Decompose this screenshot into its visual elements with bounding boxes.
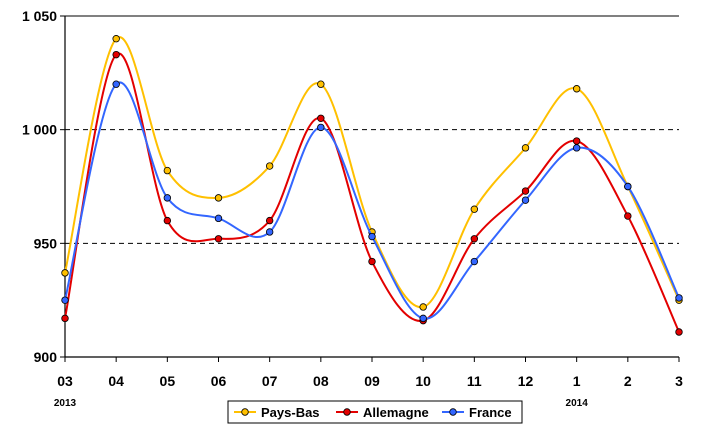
data-point: [112, 35, 120, 43]
y-tick-label: 900: [34, 349, 58, 365]
data-point: [675, 294, 683, 302]
data-point: [61, 314, 69, 323]
legend-entry: Allemagne: [336, 405, 429, 420]
data-point: [521, 187, 530, 195]
data-point: [317, 80, 325, 88]
y-tick-label: 1 050: [22, 8, 57, 24]
series-france: [61, 80, 683, 323]
series-line: [64, 36, 680, 308]
data-point: [317, 114, 325, 122]
x-tick-label: 07: [262, 373, 278, 389]
x-tick-label: 04: [108, 373, 124, 389]
data-point: [214, 214, 223, 223]
x-tick-label: 08: [313, 373, 329, 389]
legend-swatch-marker: [241, 408, 249, 416]
data-point: [572, 137, 581, 145]
data-point: [61, 296, 69, 304]
data-point: [214, 194, 223, 202]
data-point: [470, 205, 479, 213]
data-point: [265, 162, 274, 170]
legend-label: Pays-Bas: [261, 405, 320, 420]
legend-label: France: [469, 405, 512, 420]
y-tick-label: 1 000: [22, 122, 57, 138]
legend: Pays-Bas Allemagne France: [227, 400, 523, 424]
data-point: [214, 235, 223, 243]
data-point: [675, 328, 683, 336]
series-line: [64, 52, 680, 333]
data-point: [163, 216, 172, 225]
data-point: [112, 80, 120, 88]
x-tick-label: 05: [160, 373, 176, 389]
data-point: [317, 123, 325, 132]
data-point: [368, 232, 376, 241]
data-point: [368, 257, 376, 266]
x-tick-label: 2: [624, 373, 632, 389]
data-point: [572, 144, 581, 152]
data-point: [470, 235, 479, 243]
data-point: [265, 228, 274, 236]
data-point: [419, 314, 427, 323]
legend-swatch-marker: [343, 408, 351, 416]
data-point: [163, 194, 172, 202]
x-tick-label: 03: [57, 373, 73, 389]
series-group: [61, 35, 683, 336]
legend-entry: France: [442, 405, 512, 420]
x-tick-label: 3: [675, 373, 683, 389]
data-point: [163, 166, 172, 175]
data-point: [521, 144, 530, 152]
legend-label: Allemagne: [363, 405, 429, 420]
data-point: [470, 257, 479, 266]
legend-swatch-marker: [449, 408, 457, 416]
year-label: 2014: [566, 398, 589, 409]
x-tick-label: 10: [415, 373, 431, 389]
gridlines: [65, 15, 679, 244]
data-point: [419, 303, 427, 311]
series-pays-bas: [61, 35, 683, 311]
data-point: [624, 212, 632, 220]
data-point: [61, 269, 69, 277]
data-point: [112, 50, 120, 59]
x-tick-label: 09: [364, 373, 380, 389]
year-label: 2013: [54, 398, 77, 409]
data-point: [624, 182, 632, 191]
y-tick-label: 950: [34, 235, 58, 251]
x-tick-label: 12: [518, 373, 534, 389]
x-tick-label: 06: [211, 373, 227, 389]
x-tick-label: 1: [573, 373, 581, 389]
series-line: [64, 81, 680, 320]
data-point: [265, 216, 274, 225]
x-tick-label: 11: [467, 373, 482, 389]
legend-box: [227, 400, 523, 424]
data-point: [521, 196, 530, 204]
data-point: [572, 85, 581, 93]
series-allemagne: [61, 50, 683, 336]
y-axis-ticks: 900 950 1 000 1 050: [22, 8, 65, 365]
legend-entry: Pays-Bas: [234, 405, 320, 420]
